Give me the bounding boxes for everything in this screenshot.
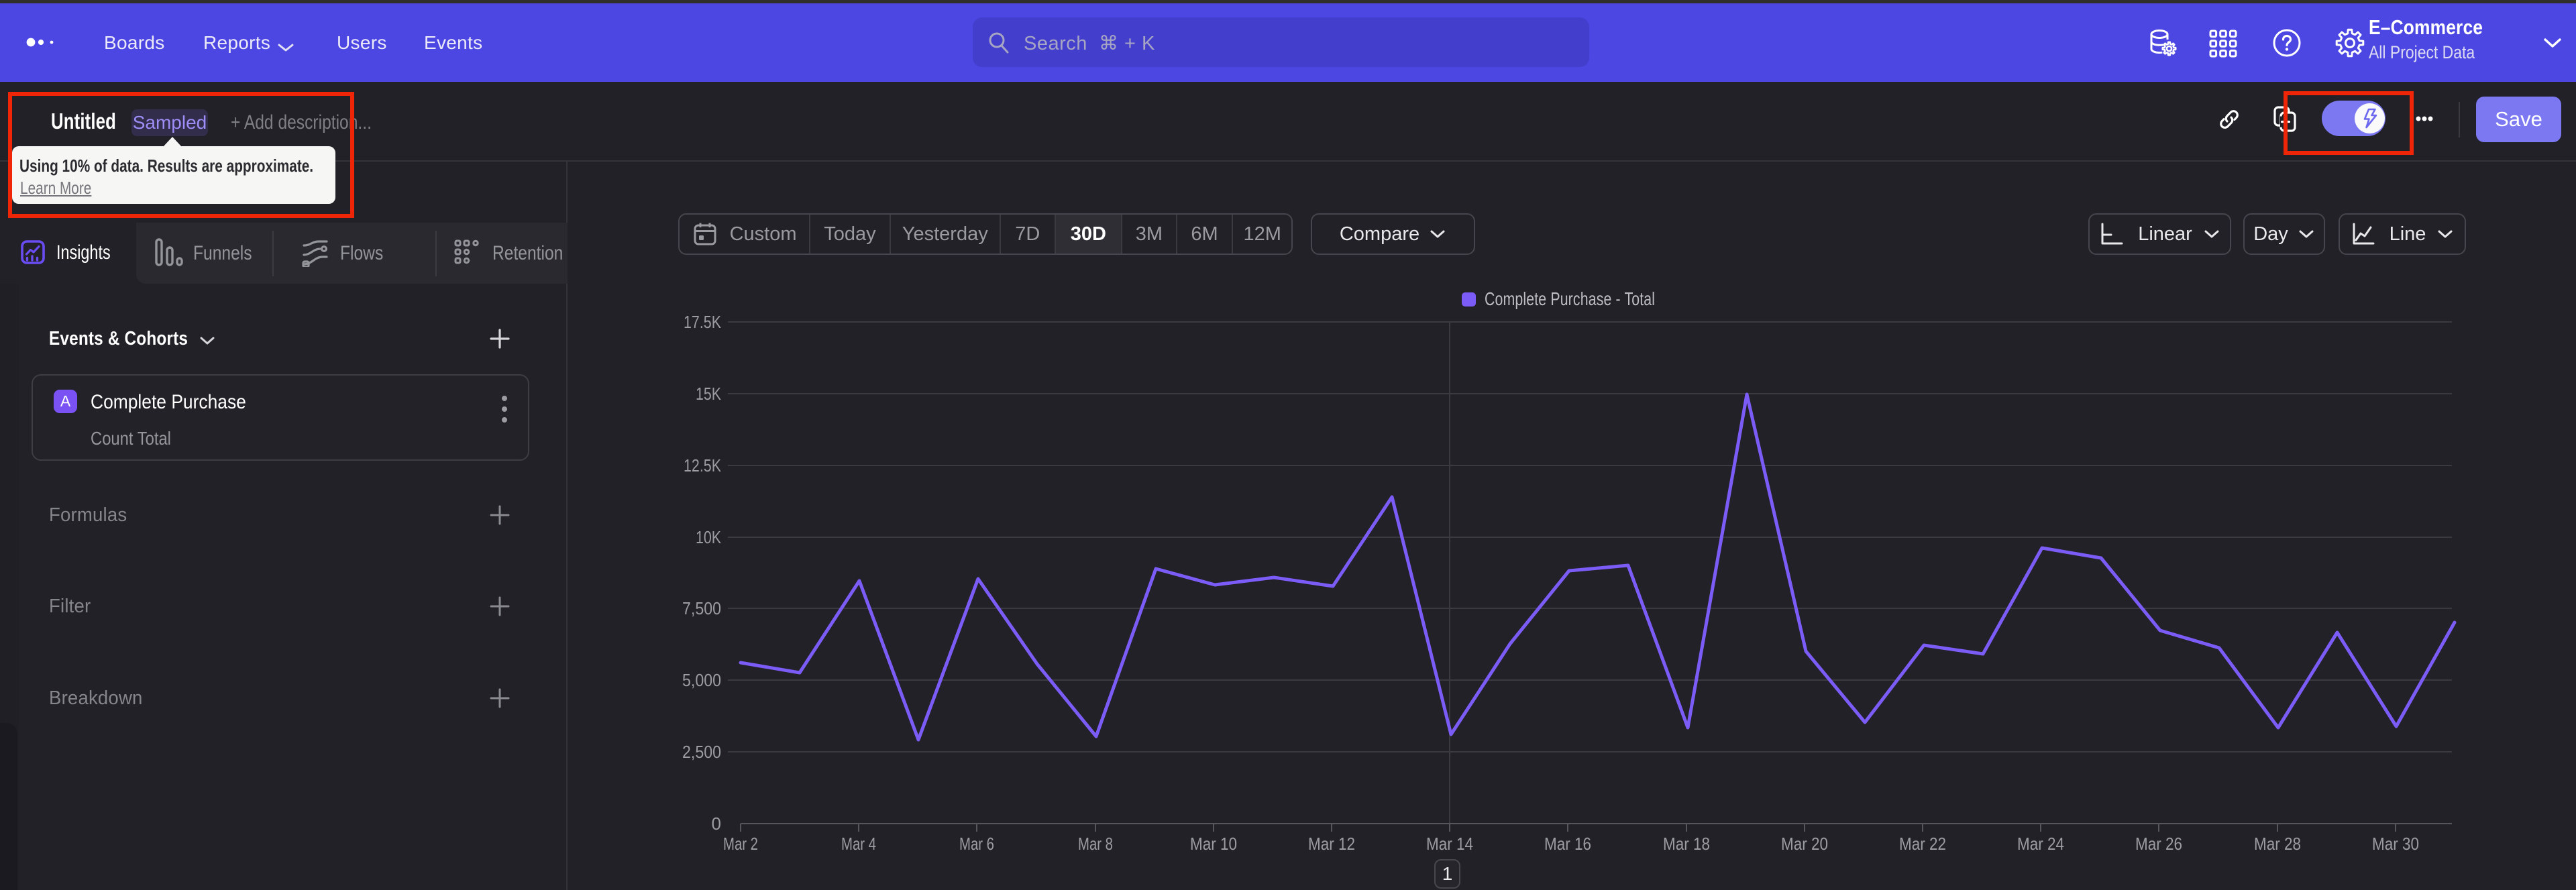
- svg-text:15K: 15K: [696, 384, 722, 404]
- svg-text:Mar 22: Mar 22: [1899, 834, 1946, 854]
- svg-text:Mar 26: Mar 26: [2135, 834, 2182, 854]
- svg-text:7,500: 7,500: [682, 598, 721, 618]
- svg-text:Mar 18: Mar 18: [1663, 834, 1710, 854]
- svg-text:0: 0: [712, 814, 721, 834]
- svg-text:Mar 12: Mar 12: [1308, 834, 1355, 854]
- svg-text:17.5K: 17.5K: [684, 312, 722, 332]
- svg-text:Mar 4: Mar 4: [841, 834, 876, 854]
- svg-text:Mar 8: Mar 8: [1078, 834, 1113, 854]
- svg-text:Mar 6: Mar 6: [959, 834, 994, 854]
- svg-text:Mar 16: Mar 16: [1544, 834, 1591, 854]
- svg-text:Mar 28: Mar 28: [2254, 834, 2301, 854]
- svg-text:Mar 14: Mar 14: [1426, 834, 1473, 854]
- svg-text:Mar 24: Mar 24: [2017, 834, 2064, 854]
- svg-text:2,500: 2,500: [682, 742, 721, 762]
- svg-text:10K: 10K: [696, 527, 722, 547]
- svg-text:Mar 10: Mar 10: [1190, 834, 1237, 854]
- svg-text:12.5K: 12.5K: [684, 455, 722, 476]
- svg-text:Mar 2: Mar 2: [723, 834, 758, 854]
- svg-text:Mar 30: Mar 30: [2372, 834, 2419, 854]
- svg-text:Mar 20: Mar 20: [1781, 834, 1828, 854]
- svg-text:5,000: 5,000: [682, 670, 721, 690]
